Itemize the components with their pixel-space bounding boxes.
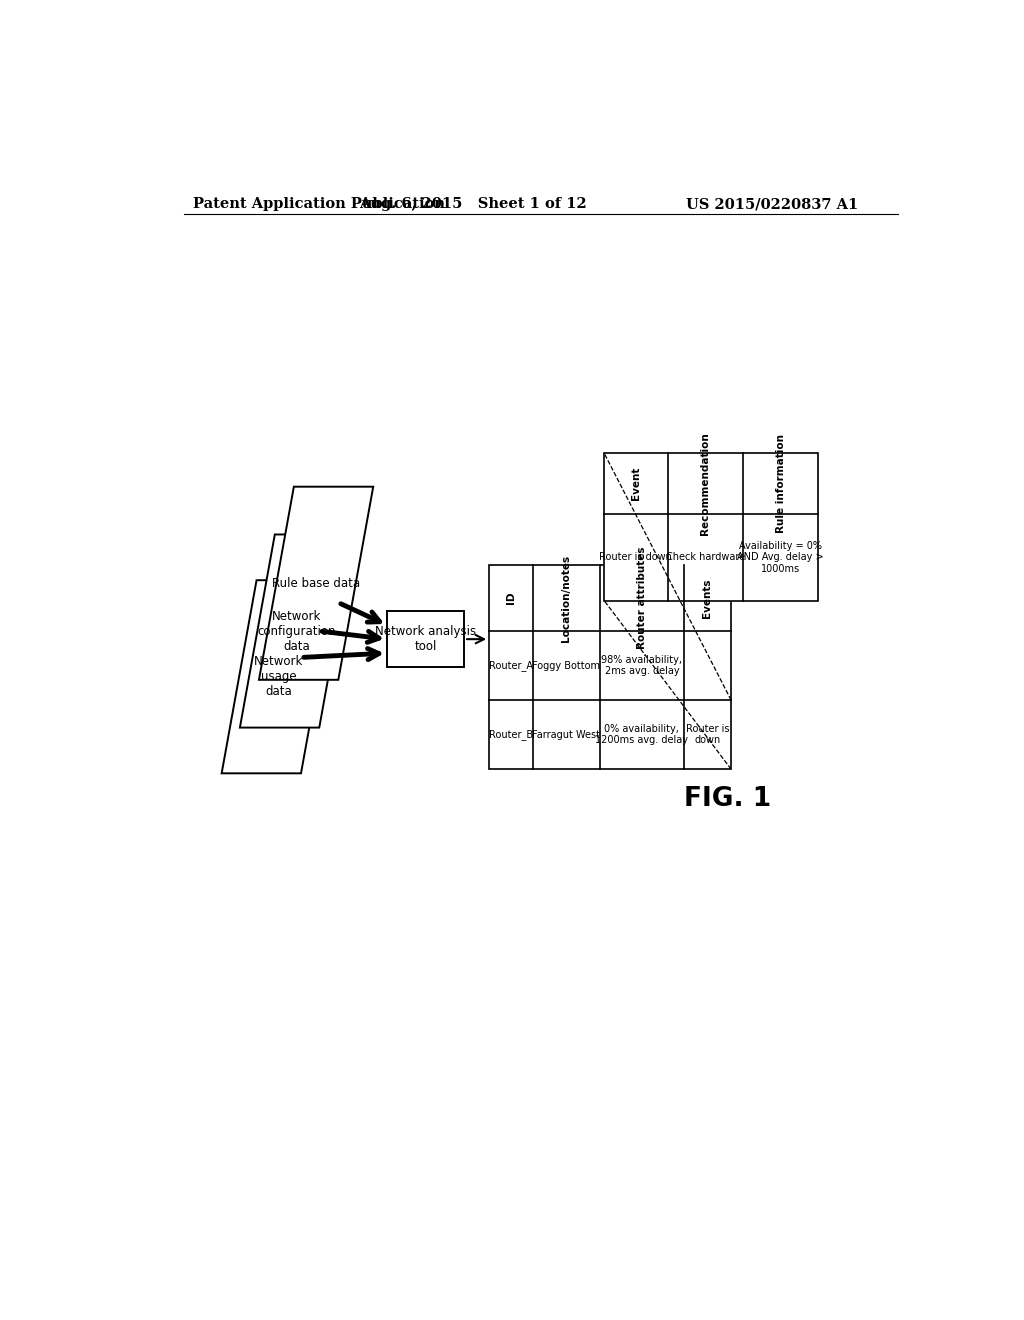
- Text: 98% availability,
2ms avg. delay: 98% availability, 2ms avg. delay: [601, 655, 682, 676]
- Text: Check hardware: Check hardware: [666, 552, 744, 562]
- Text: Availability = 0%
AND Avg. delay >
1000ms: Availability = 0% AND Avg. delay > 1000m…: [737, 541, 824, 574]
- Text: US 2015/0220837 A1: US 2015/0220837 A1: [686, 197, 858, 211]
- Text: Router is
down: Router is down: [686, 723, 729, 746]
- Text: 0% availability,
1200ms avg. delay: 0% availability, 1200ms avg. delay: [595, 723, 688, 746]
- Text: FIG. 1: FIG. 1: [684, 785, 771, 812]
- Text: Router is down: Router is down: [599, 552, 673, 562]
- Polygon shape: [221, 581, 336, 774]
- Text: Rule base data: Rule base data: [272, 577, 360, 590]
- Polygon shape: [259, 487, 373, 680]
- Bar: [604, 453, 818, 601]
- Text: Rule information: Rule information: [776, 434, 785, 533]
- Text: Patent Application Publication: Patent Application Publication: [194, 197, 445, 211]
- Text: Events: Events: [702, 578, 713, 618]
- Text: Recommendation: Recommendation: [700, 432, 711, 535]
- Text: Aug. 6, 2015   Sheet 1 of 12: Aug. 6, 2015 Sheet 1 of 12: [359, 197, 587, 211]
- Text: Router_A: Router_A: [488, 660, 532, 671]
- Text: Event: Event: [631, 467, 641, 500]
- Text: Network
configuration
data: Network configuration data: [258, 610, 336, 652]
- Bar: [489, 565, 731, 770]
- Polygon shape: [240, 535, 354, 727]
- Bar: [387, 611, 464, 667]
- Text: Network
usage
data: Network usage data: [254, 655, 303, 698]
- Text: Location/notes: Location/notes: [561, 554, 571, 642]
- Text: ID: ID: [506, 591, 516, 605]
- Text: Network analysis
tool: Network analysis tool: [375, 626, 476, 653]
- Text: Farragut West: Farragut West: [532, 730, 600, 739]
- Text: Foggy Bottom: Foggy Bottom: [532, 660, 600, 671]
- Text: Router attributes: Router attributes: [637, 546, 647, 649]
- Text: Router_B: Router_B: [488, 729, 532, 741]
